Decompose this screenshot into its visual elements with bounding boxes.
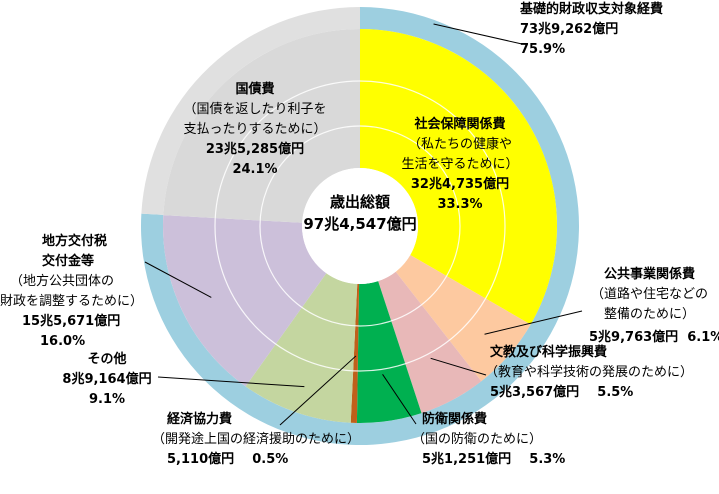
label-primary-balance-name: 基礎的財政収支対象経費 [520, 2, 664, 17]
center-label-total: 97兆4,547億円 [303, 215, 417, 233]
label-debt-amount: 23兆5,285億円 [205, 142, 305, 157]
label-defense: 防衛関係費 （国の防衛のために） 5兆1,251億円 5.3% [412, 410, 565, 470]
label-social-name: 社会保障関係費 [414, 117, 506, 132]
leader-primary-balance [433, 23, 523, 45]
label-debt-name: 国債費 [235, 82, 275, 97]
slice-other [245, 273, 358, 423]
leader-other [157, 376, 305, 388]
outer-ring-remaining [141, 7, 360, 215]
label-econ-name: 経済協力費 [167, 412, 233, 427]
label-econ-amount: 5,110億円 [167, 452, 235, 467]
label-debt-desc-2: 支払ったりするために） [183, 122, 327, 137]
label-edu-amount: 5兆3,567億円 [490, 385, 580, 400]
label-edu-percent: 5.5% [597, 385, 634, 400]
label-local-percent: 16.0% [40, 334, 86, 349]
label-public-desc-2: 整備のために） [603, 307, 695, 322]
slice-social [360, 29, 557, 325]
label-social-percent: 33.3% [437, 197, 483, 212]
center-label-title: 歳出総額 [329, 193, 390, 211]
label-other-percent: 9.1% [88, 392, 126, 407]
leader-education-science [430, 357, 487, 376]
slice-defense [356, 281, 422, 423]
label-debt-service: 国債費 （国債を返したり利子を 支払ったりするために） 23兆5,285億円 2… [165, 80, 345, 180]
label-education-science: 文教及び科学振興費 （教育や科学技術の発展のために） 5兆3,567億円 5.5… [485, 343, 693, 403]
label-public-desc-1: （道路や住宅などの [590, 287, 708, 302]
label-local-desc-2: 財政を調整するために） [0, 294, 144, 309]
label-econ-percent: 0.5% [252, 452, 289, 467]
label-social-desc-2: 生活を守るために） [401, 157, 519, 172]
slice-local [163, 215, 327, 387]
center-hole [302, 168, 418, 284]
label-public-works: 公共事業関係費 （道路や住宅などの 整備のために） [580, 265, 719, 325]
label-defense-name: 防衛関係費 [422, 412, 488, 427]
leader-local-allocation [144, 261, 212, 298]
slice-debt [163, 29, 360, 223]
label-defense-amount: 5兆1,251億円 [422, 452, 512, 467]
label-defense-percent: 5.3% [529, 452, 566, 467]
center-label: 歳出総額 97兆4,547億円 [290, 191, 430, 235]
label-public-percent: 6.1% [687, 330, 719, 345]
label-local-desc-1: （地方公共団体の [10, 274, 115, 289]
label-edu-desc: （教育や科学技術の発展のために） [485, 365, 694, 380]
label-edu-name: 文教及び科学振興費 [490, 345, 608, 360]
label-other: その他 8兆9,164億円 9.1% [52, 350, 162, 410]
label-debt-percent: 24.1% [232, 162, 278, 177]
grid-ring-2 [214, 80, 506, 372]
leader-economic-cooperation [279, 355, 357, 426]
label-public-amount: 5兆9,763億円 [589, 330, 679, 345]
label-local-allocation: 地方交付税 交付金等 （地方公共団体の 財政を調整するために） 15兆5,671… [0, 232, 143, 352]
label-social-amount: 32兆4,735億円 [410, 177, 510, 192]
label-social-desc-1: （私たちの健康や [407, 137, 512, 152]
label-other-amount: 8兆9,164億円 [62, 372, 152, 387]
label-defense-desc: （国の防衛のために） [412, 432, 543, 447]
label-public-values: 5兆9,763億円 6.1% [589, 328, 719, 348]
label-social-security: 社会保障関係費 （私たちの健康や 生活を守るために） 32兆4,735億円 33… [380, 115, 540, 215]
slice-public [395, 255, 531, 382]
label-other-name: その他 [87, 352, 127, 367]
leader-public-works [484, 310, 583, 335]
slice-econ [350, 283, 360, 423]
label-primary-balance: 基礎的財政収支対象経費 73兆9,262億円 75.9% [520, 0, 663, 60]
label-local-amount: 15兆5,671億円 [22, 314, 121, 329]
label-primary-balance-amount: 73兆9,262億円 [520, 22, 619, 37]
label-public-name: 公共事業関係費 [603, 267, 695, 282]
label-economic-cooperation: 経済協力費 （開発途上国の経済援助のために） 5,110億円 0.5% [152, 410, 360, 470]
label-econ-desc: （開発途上国の経済援助のために） [152, 432, 361, 447]
grid-ring-1 [259, 125, 461, 327]
label-local-name: 地方交付税 交付金等 [42, 234, 108, 269]
label-primary-balance-percent: 75.9% [520, 42, 566, 57]
leader-defense [382, 374, 417, 425]
label-debt-desc-1: （国債を返したり利子を [183, 102, 327, 117]
slice-edu [378, 271, 482, 414]
